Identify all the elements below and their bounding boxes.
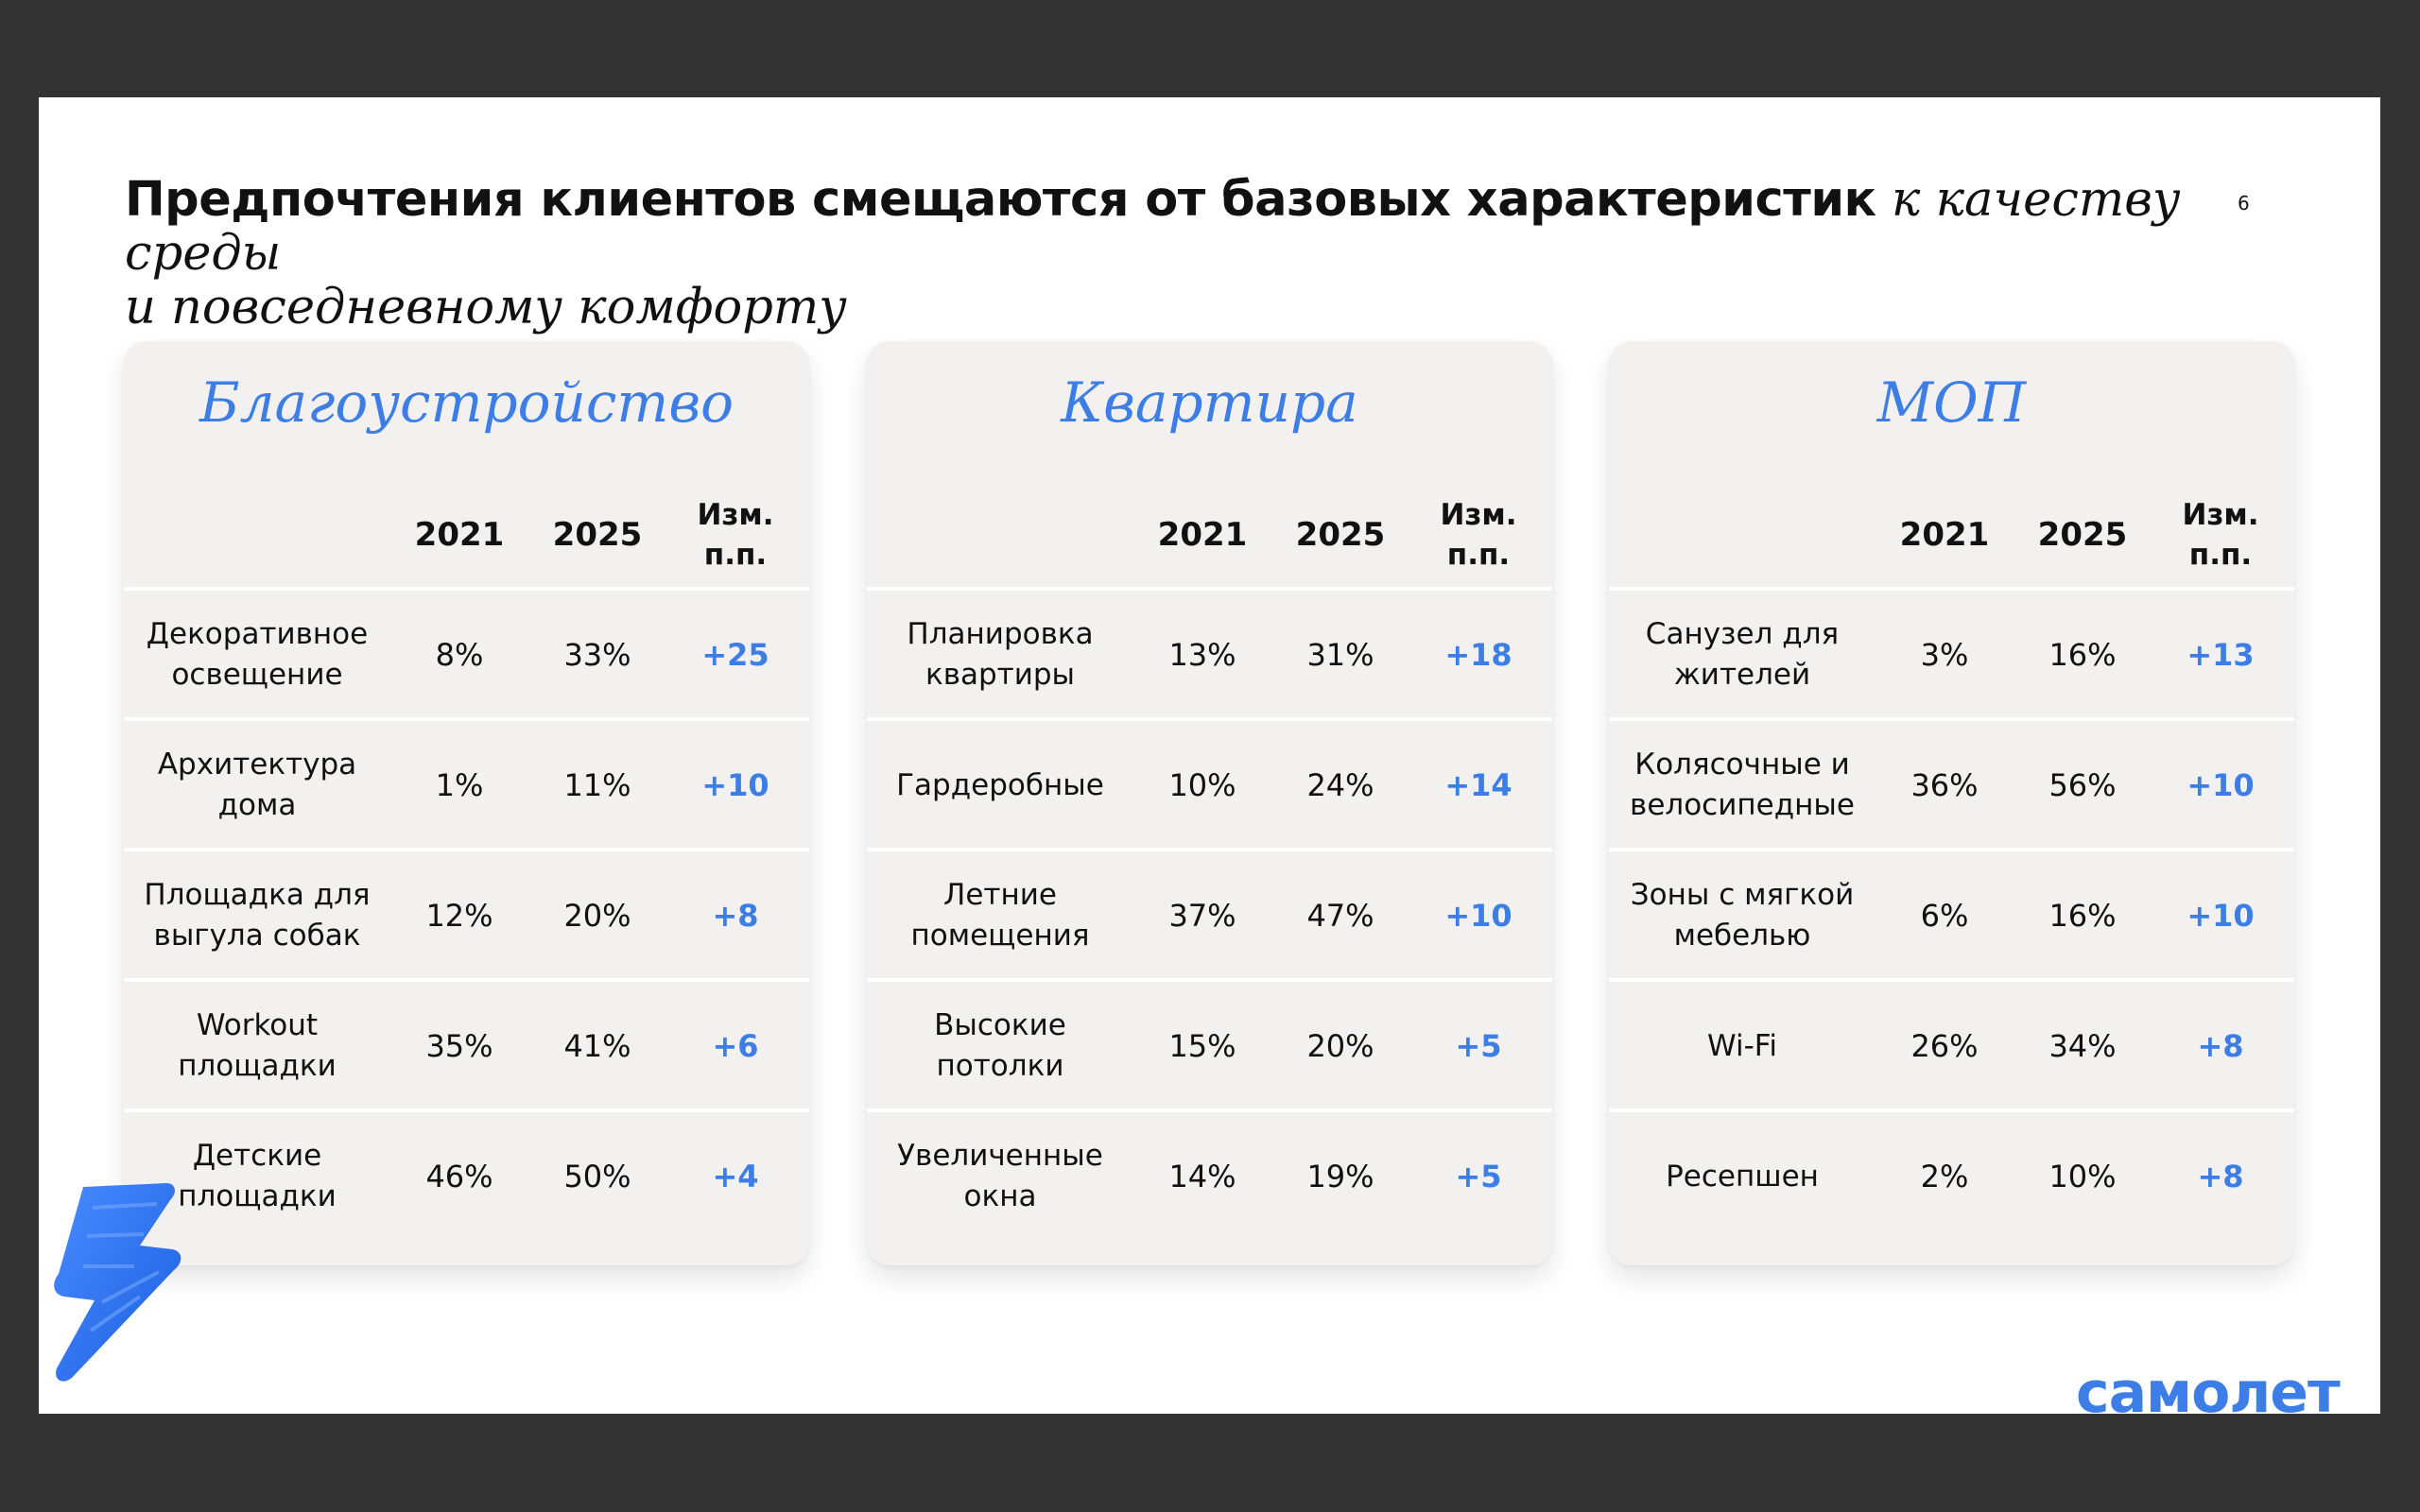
value-2021: 36% xyxy=(1910,766,1979,803)
table-row: Высокие потолки 15% 20% +5 xyxy=(867,978,1552,1110)
value-2021: 3% xyxy=(1920,636,1969,673)
table-row: Гардеробные 10% 24% +14 xyxy=(867,717,1552,850)
row-name: Площадка для выгула собак xyxy=(144,878,371,953)
value-2025: 56% xyxy=(2048,766,2117,803)
table-row: Декоративное освещение 8% 33% +25 xyxy=(124,587,809,719)
table-row: Wi-Fi 26% 34% +8 xyxy=(1609,978,2294,1110)
value-2025: 24% xyxy=(1306,766,1374,803)
table-row: Колясочные и велосипедные 36% 56% +10 xyxy=(1609,717,2294,850)
lightning-bolt-icon xyxy=(54,1183,182,1382)
value-delta: +8 xyxy=(712,897,759,934)
value-2025: 47% xyxy=(1306,897,1374,934)
card-title: Квартира xyxy=(1061,370,1358,435)
value-2021: 8% xyxy=(435,636,484,673)
row-name: Workout площадки xyxy=(178,1008,337,1083)
value-2025: 34% xyxy=(2048,1027,2117,1064)
row-name: Увеличенные окна xyxy=(897,1139,1103,1213)
row-name: Зоны с мягкой мебелью xyxy=(1630,878,1855,953)
table-row: Летние помещения 37% 47% +10 xyxy=(867,848,1552,980)
row-name: Ресепшен xyxy=(1666,1159,1819,1194)
value-2025: 11% xyxy=(563,766,631,803)
row-name: Высокие потолки xyxy=(934,1008,1066,1083)
header-delta: Изм. п.п. xyxy=(1440,498,1517,572)
value-2021: 46% xyxy=(425,1158,493,1194)
value-delta: +18 xyxy=(1444,636,1512,673)
value-2025: 19% xyxy=(1306,1158,1374,1194)
table-row: Детские площадки 46% 50% +4 xyxy=(124,1108,809,1241)
slide-title: Предпочтения клиентов смещаются от базов… xyxy=(125,173,2261,335)
card-title: МОП xyxy=(1876,370,2027,435)
card-title: Благоустройство xyxy=(199,370,735,435)
row-name: Летние помещения xyxy=(910,878,1090,953)
value-2025: 50% xyxy=(563,1158,631,1194)
value-delta: +25 xyxy=(701,636,769,673)
value-2021: 15% xyxy=(1168,1027,1236,1064)
header-2025: 2025 xyxy=(552,516,643,554)
table-row: Увеличенные окна 14% 19% +5 xyxy=(867,1108,1552,1241)
table-row: Планировка квартиры 13% 31% +18 xyxy=(867,587,1552,719)
card: Квартира 2021 2025 Изм. п.п. Планировка квар… xyxy=(867,341,1552,1265)
header-delta: Изм. п.п. xyxy=(2182,498,2259,572)
value-2021: 6% xyxy=(1920,897,1969,934)
value-2021: 12% xyxy=(425,897,493,934)
title-italic-part-1: к качеству среды xyxy=(125,172,2181,282)
value-delta: +10 xyxy=(2187,897,2255,934)
value-delta: +10 xyxy=(1444,897,1512,934)
value-2025: 10% xyxy=(2048,1158,2117,1194)
value-2021: 1% xyxy=(435,766,484,803)
table-row: Архитектура дома 1% 11% +10 xyxy=(124,717,809,850)
value-delta: +5 xyxy=(1455,1027,1502,1064)
header-2021: 2021 xyxy=(414,516,505,554)
card: Благоустройство 2021 2025 Изм. п.п. Декорати… xyxy=(124,341,809,1265)
value-delta: +4 xyxy=(712,1158,759,1194)
logo: самолет xyxy=(2076,1360,2341,1426)
row-name: Колясочные и велосипедные xyxy=(1630,747,1855,822)
value-delta: +6 xyxy=(712,1027,759,1064)
value-2021: 14% xyxy=(1168,1158,1236,1194)
value-delta: +10 xyxy=(2187,766,2255,803)
row-name: Архитектура дома xyxy=(157,747,357,822)
row-name: Детские площадки xyxy=(178,1139,337,1213)
header-delta: Изм. п.п. xyxy=(697,498,774,572)
value-2025: 20% xyxy=(563,897,631,934)
table-row: Ресепшен 2% 10% +8 xyxy=(1609,1108,2294,1241)
value-delta: +13 xyxy=(2187,636,2255,673)
value-2021: 26% xyxy=(1910,1027,1979,1064)
header-2021: 2021 xyxy=(1157,516,1248,554)
value-2021: 2% xyxy=(1920,1158,1969,1194)
title-bold-part: Предпочтения клиентов смещаются от базов… xyxy=(125,172,1876,228)
value-2021: 37% xyxy=(1168,897,1236,934)
value-delta: +8 xyxy=(2197,1158,2244,1194)
table-row: Зоны с мягкой мебелью 6% 16% +10 xyxy=(1609,848,2294,980)
title-italic-part-2: и повседневному комфорту xyxy=(125,280,847,335)
header-2021: 2021 xyxy=(1899,516,1990,554)
card: МОП 2021 2025 Изм. п.п. Санузел для жителей 3… xyxy=(1609,341,2294,1265)
value-delta: +10 xyxy=(701,766,769,803)
row-name: Санузел для жителей xyxy=(1645,617,1840,692)
row-name: Планировка квартиры xyxy=(907,617,1094,692)
value-delta: +14 xyxy=(1444,766,1512,803)
header-2025: 2025 xyxy=(2037,516,2128,554)
page-number: 6 xyxy=(2238,192,2250,215)
row-name: Wi-Fi xyxy=(1707,1028,1777,1063)
value-2021: 10% xyxy=(1168,766,1236,803)
value-2021: 13% xyxy=(1168,636,1236,673)
table-row: Санузел для жителей 3% 16% +13 xyxy=(1609,587,2294,719)
value-2025: 16% xyxy=(2048,897,2117,934)
value-delta: +5 xyxy=(1455,1158,1502,1194)
row-name: Декоративное освещение xyxy=(146,617,369,692)
slide: Предпочтения клиентов смещаются от базов… xyxy=(39,97,2380,1426)
value-2025: 16% xyxy=(2048,636,2117,673)
value-2025: 31% xyxy=(1306,636,1374,673)
value-delta: +8 xyxy=(2197,1027,2244,1064)
table-row: Площадка для выгула собак 12% 20% +8 xyxy=(124,848,809,980)
value-2025: 41% xyxy=(563,1027,631,1064)
value-2025: 20% xyxy=(1306,1027,1374,1064)
value-2025: 33% xyxy=(563,636,631,673)
value-2021: 35% xyxy=(425,1027,493,1064)
table-row: Workout площадки 35% 41% +6 xyxy=(124,978,809,1110)
header-2025: 2025 xyxy=(1295,516,1386,554)
row-name: Гардеробные xyxy=(896,767,1104,802)
